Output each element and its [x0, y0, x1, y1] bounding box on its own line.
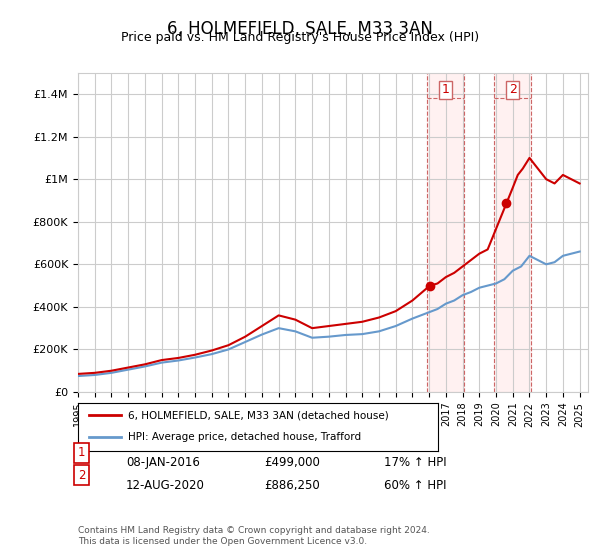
Text: 1: 1: [78, 446, 86, 459]
Bar: [494, 73, 531, 392]
Bar: [427, 73, 464, 392]
Text: 08-JAN-2016: 08-JAN-2016: [126, 456, 200, 469]
Text: 2: 2: [78, 469, 86, 482]
Text: 17% ↑ HPI: 17% ↑ HPI: [384, 456, 446, 469]
Text: 2: 2: [509, 83, 517, 96]
Text: 12-AUG-2020: 12-AUG-2020: [126, 479, 205, 492]
Text: 6, HOLMEFIELD, SALE, M33 3AN (detached house): 6, HOLMEFIELD, SALE, M33 3AN (detached h…: [128, 410, 389, 420]
Text: £499,000: £499,000: [264, 456, 320, 469]
Text: Price paid vs. HM Land Registry's House Price Index (HPI): Price paid vs. HM Land Registry's House …: [121, 31, 479, 44]
Text: 6, HOLMEFIELD, SALE, M33 3AN: 6, HOLMEFIELD, SALE, M33 3AN: [167, 20, 433, 38]
Text: Contains HM Land Registry data © Crown copyright and database right 2024.
This d: Contains HM Land Registry data © Crown c…: [78, 526, 430, 546]
Text: HPI: Average price, detached house, Trafford: HPI: Average price, detached house, Traf…: [128, 432, 362, 442]
Text: £886,250: £886,250: [264, 479, 320, 492]
Text: 1: 1: [442, 83, 450, 96]
Text: 60% ↑ HPI: 60% ↑ HPI: [384, 479, 446, 492]
